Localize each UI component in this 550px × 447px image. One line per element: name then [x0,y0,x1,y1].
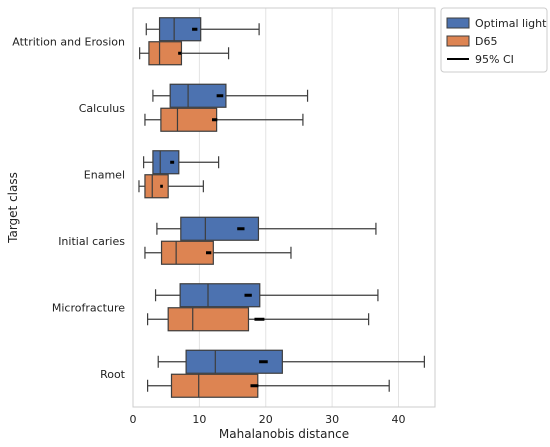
box-iqr [148,41,183,66]
box-iqr [179,283,261,308]
legend-swatch [446,35,470,47]
box-iqr [169,83,227,108]
box-0-5 [157,349,425,374]
box-iqr [160,107,218,132]
box-iqr [152,150,180,175]
x-tick-label: 30 [325,413,339,426]
y-tick-label: Initial caries [58,235,125,248]
y-tick-label: Calculus [79,102,126,115]
box-iqr [158,17,202,42]
box-1-4 [147,307,370,332]
y-tick-label: Root [100,368,126,381]
boxplot-marks [138,17,425,398]
box-iqr [180,216,260,241]
box-0-4 [154,283,379,308]
grid-lines [132,8,399,407]
legend-entry: Optimal light [475,17,547,30]
legend-entry: D65 [475,35,497,48]
x-axis-label: Mahalanobis distance [219,427,349,441]
legend-swatch [446,17,470,29]
box-1-1 [144,107,304,132]
legend-entry: 95% CI [475,53,514,66]
y-tick-label: Enamel [84,168,125,181]
x-tick-label: 0 [130,413,137,426]
y-axis-label: Target class [6,172,20,244]
box-iqr [160,240,214,265]
box-0-3 [156,216,377,241]
y-axis-ticks: Attrition and Erosion Calculus Enamel Initi… [12,35,125,381]
box-1-5 [147,373,390,398]
plot-frame [132,7,436,408]
y-tick-label: Microfracture [52,301,125,314]
x-axis-ticks: 0 10 20 30 40 [130,413,406,426]
box-iqr [167,307,250,332]
box-1-3 [144,240,292,265]
legend: Optimal light D65 95% CI [440,7,548,73]
box-0-1 [152,83,309,108]
box-1-0 [139,41,230,66]
box-1-2 [138,174,204,199]
x-tick-label: 20 [259,413,273,426]
box-iqr [185,349,283,374]
x-tick-label: 10 [192,413,206,426]
x-tick-label: 40 [391,413,405,426]
y-tick-label: Attrition and Erosion [12,35,125,48]
box-iqr [170,373,259,398]
box-0-0 [145,17,260,42]
box-0-2 [143,150,220,175]
box-iqr [144,174,169,199]
